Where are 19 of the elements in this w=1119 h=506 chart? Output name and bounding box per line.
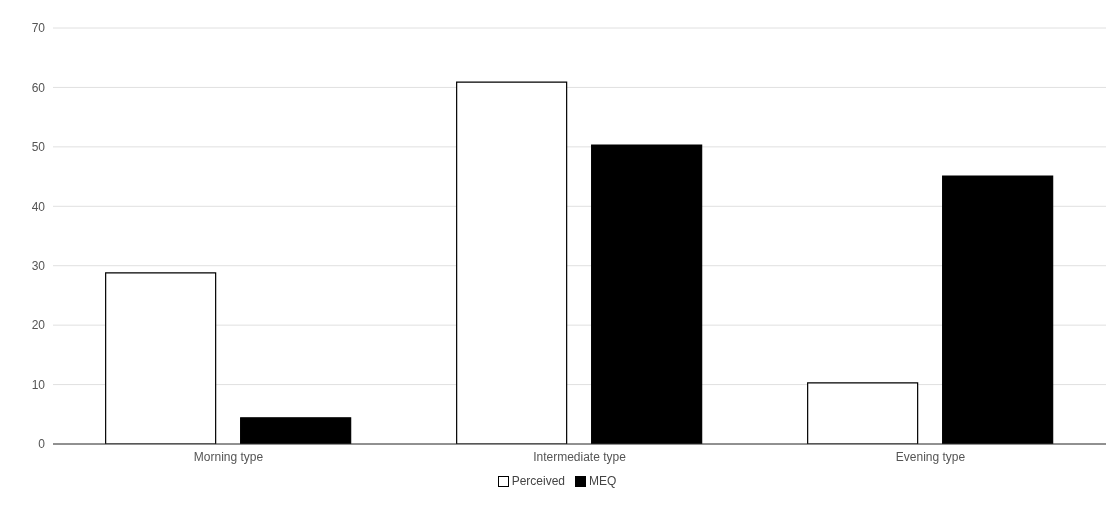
y-tick-label: 70 — [31, 21, 46, 36]
x-tick-label: Intermediate type — [533, 449, 627, 464]
bar — [105, 272, 217, 444]
y-tick-label: 30 — [31, 258, 46, 273]
y-tick-label: 20 — [31, 318, 46, 333]
x-tick-label: Morning type — [193, 449, 264, 464]
y-tick-label: 10 — [31, 377, 46, 392]
y-tick-label: 0 — [38, 437, 46, 452]
y-tick-label: 60 — [31, 80, 46, 95]
bar — [240, 417, 352, 444]
legend-label: Perceived — [511, 474, 566, 488]
legend-label: MEQ — [589, 474, 617, 488]
y-tick-label: 40 — [31, 199, 46, 214]
bar — [591, 144, 703, 444]
x-tick-label: Evening type — [895, 449, 966, 464]
bar — [456, 81, 568, 444]
bar — [807, 382, 919, 444]
y-tick-label: 50 — [31, 140, 46, 155]
bar — [942, 175, 1054, 444]
